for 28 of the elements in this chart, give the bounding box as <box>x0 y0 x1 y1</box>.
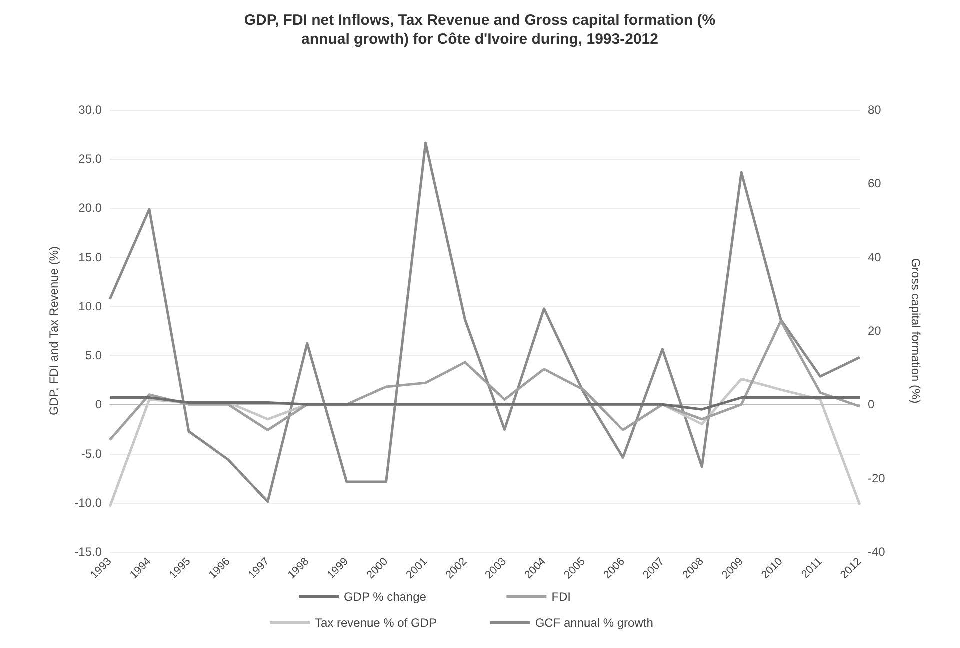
y-tick-label: -15.0 <box>74 545 102 559</box>
chart-subtitle: annual growth) for Côte d'Ivoire during, 1993-2012 <box>302 31 658 48</box>
y-axis-title: GDP, FDI and Tax Revenue (%) <box>47 246 61 416</box>
y-tick-label: -10.0 <box>74 496 102 510</box>
y2-tick-label: 40 <box>868 250 882 264</box>
chart-title: GDP, FDI net Inflows, Tax Revenue and Gross capital formation (% <box>244 12 716 29</box>
y-tick-label: 5.0 <box>85 348 102 363</box>
y-tick-label: 30.0 <box>78 103 102 117</box>
y2-tick-label: -40 <box>868 545 886 559</box>
legend-label: Tax revenue % of GDP <box>314 616 470 630</box>
y2-tick-label: 0 <box>868 398 875 412</box>
y-tick-label: 0 <box>95 398 102 412</box>
legend-label: FDI <box>552 590 662 604</box>
line-series <box>108 320 862 442</box>
line-series <box>108 142 862 504</box>
y-tick-label: 20.0 <box>78 201 102 216</box>
y2-tick-label: -20 <box>868 471 886 486</box>
y-tick-label: 15.0 <box>78 250 102 264</box>
y-tick-label: 25.0 <box>78 152 102 166</box>
line-series <box>108 396 862 411</box>
legend-label: GDP % change <box>344 590 486 604</box>
y2-tick-label: 60 <box>868 176 882 191</box>
y2-tick-label: 20 <box>868 324 882 338</box>
y2-axis-title: Gross capital formation (%) <box>909 258 923 404</box>
legend-label: GCF annual % growth <box>535 616 690 630</box>
y-tick-label: 10.0 <box>78 299 102 314</box>
y-tick-label: -5.0 <box>81 446 102 461</box>
y2-tick-label: 80 <box>868 103 882 117</box>
